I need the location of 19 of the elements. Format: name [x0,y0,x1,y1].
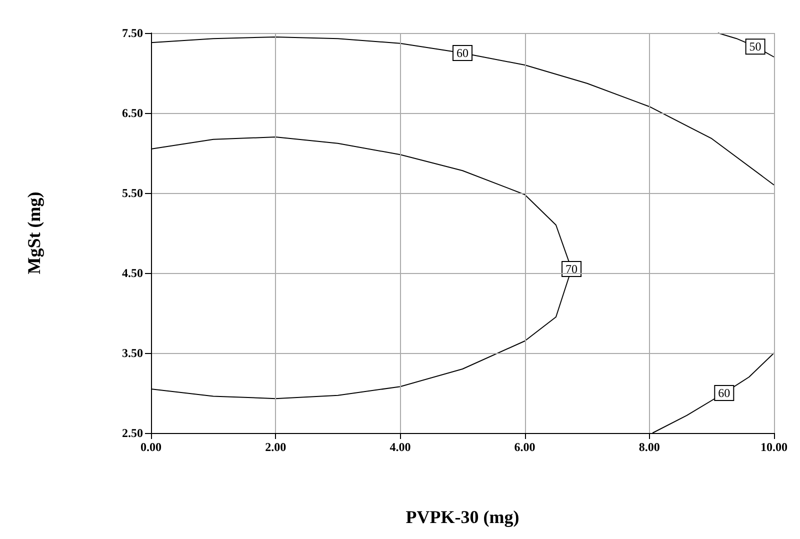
y-tick-label: 4.50 [122,266,143,280]
series-label: 70 [566,262,578,276]
series-label: 60 [718,386,730,400]
y-axis-title: MgSt (mg) [24,192,44,274]
x-tick-label: 10.00 [760,440,788,454]
y-tick-label: 3.50 [122,346,143,360]
x-tick-label: 4.00 [390,440,411,454]
y-tick-label: 2.50 [122,426,143,440]
x-axis-title: PVPK-30 (mg) [406,507,520,527]
y-tick-label: 5.50 [122,186,143,200]
y-tick-label: 6.50 [122,106,143,120]
x-tick-label: 6.00 [514,440,536,454]
x-tick-label: 8.00 [638,440,660,454]
series-label: 60 [456,46,468,60]
line-series [717,32,774,58]
x-tick-label: 0.00 [140,440,162,454]
series-label: 50 [749,40,762,54]
y-tick-label: 7.50 [122,26,143,40]
x-tick-label: 2.00 [265,440,286,454]
